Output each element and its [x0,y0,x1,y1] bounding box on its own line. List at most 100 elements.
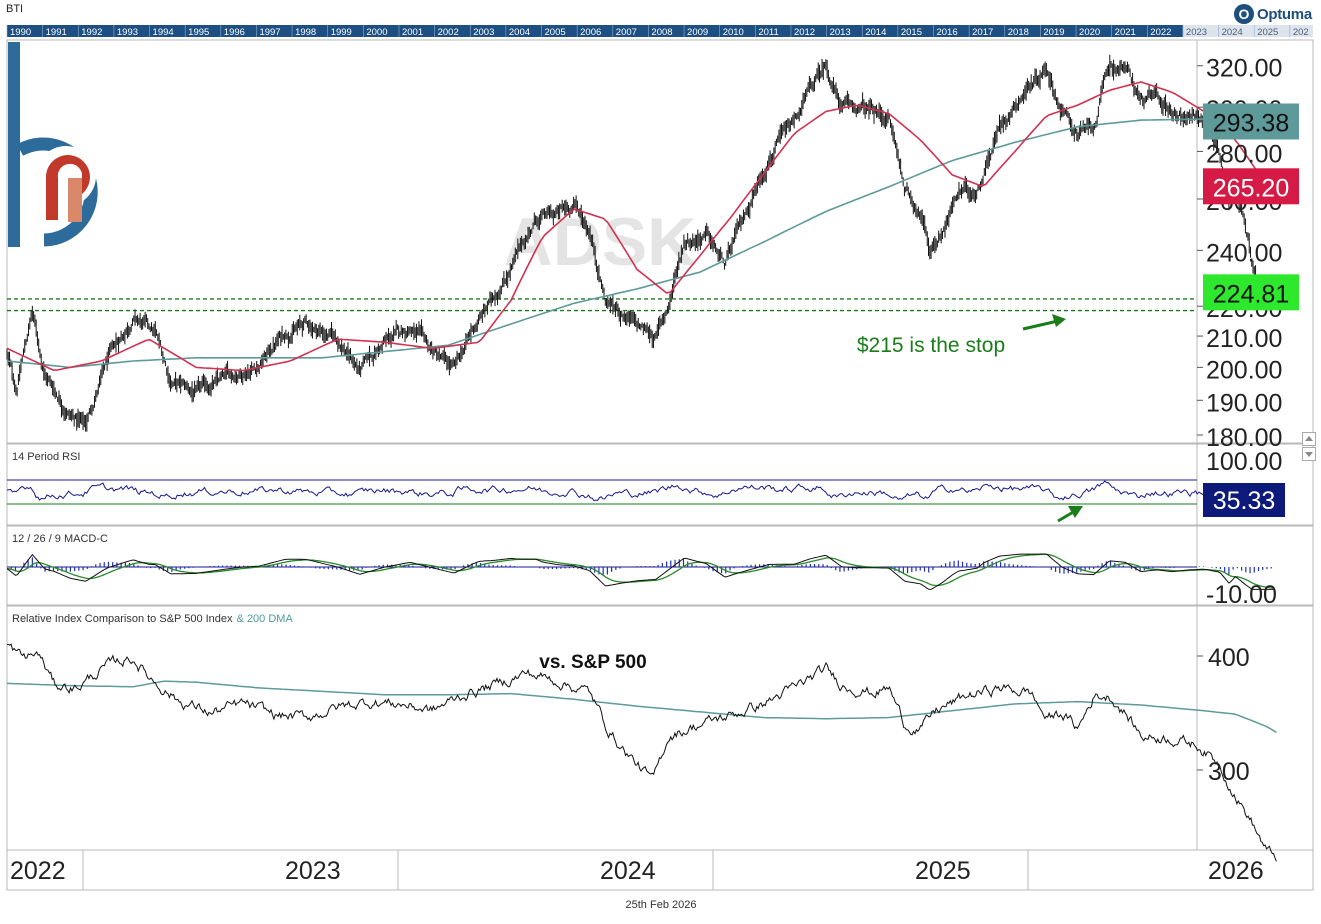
year-strip-item[interactable]: 2009 [683,25,708,38]
year-strip-item[interactable]: 2019 [1040,25,1065,38]
year-strip-label: 1995 [188,27,209,38]
year-strip-item[interactable]: 2023 [1182,25,1219,38]
year-strip-item[interactable]: 2017 [968,25,993,38]
year-strip-item[interactable]: 202 [1289,25,1313,38]
year-strip-item[interactable]: 2008 [648,25,673,38]
year-strip-label: 1991 [46,27,67,38]
year-strip-label: 2018 [1008,27,1029,38]
panel-frame [6,443,1314,526]
price-tick-label: 200.00 [1206,356,1282,384]
year-strip-label: 1993 [117,27,138,38]
year-strip-item[interactable]: 2004 [505,25,530,38]
year-strip[interactable]: 1990 1991 1992 1993 1994 1995 1996 1997 1998 1999… [6,25,1313,38]
year-strip-label: 1990 [10,27,31,38]
scroll-down-icon[interactable] [1302,447,1316,461]
year-strip-item[interactable]: 2007 [612,25,637,38]
year-strip-item[interactable]: 1993 [113,25,138,38]
year-strip-cell [1289,25,1313,37]
year-strip-label: 2004 [509,27,530,38]
panel-frame [6,605,1314,851]
rsi-arrow-head-icon [1068,506,1083,518]
year-strip-item[interactable]: 2012 [790,25,815,38]
year-strip-label: 2006 [580,27,601,38]
year-strip-item[interactable]: 2001 [398,25,423,38]
year-strip-item[interactable]: 2015 [897,25,922,38]
year-strip-item[interactable]: 1994 [149,25,174,38]
year-strip-label: 2015 [901,27,922,38]
panel-frames [6,39,1314,891]
year-strip-label: 2020 [1079,27,1100,38]
year-strip-label: 2010 [723,27,744,38]
macd-panel[interactable]: 12 / 26 / 9 MACD-C -10.00 [6,533,1277,609]
footer-date: 25th Feb 2026 [626,899,697,911]
ticker-watermark: ADSK [504,204,697,280]
year-strip-item[interactable]: 2000 [363,25,387,38]
stop-annotation: $215 is the stop [857,334,1005,357]
value-label-price: 224.81 [1203,274,1299,311]
year-strip-item[interactable]: 1998 [291,25,316,38]
price-tick-label: 280.00 [1206,140,1282,168]
logo-stem [68,178,82,222]
rsi-title: 14 Period RSI [12,451,80,463]
relative-annotation: vs. S&P 500 [539,652,646,673]
year-strip-item[interactable]: 1995 [184,25,209,38]
year-strip-label: 2002 [438,27,459,38]
year-strip-label: 1996 [224,27,245,38]
year-strip-label: 1994 [153,27,174,38]
macd-title: 12 / 26 / 9 MACD-C [12,533,108,545]
year-strip-label: 1998 [295,27,316,38]
year-strip-label: 2008 [651,27,672,38]
rsi-value-text: 35.33 [1213,487,1276,515]
symbol-label: BTI [6,3,24,15]
year-strip-cell [1182,25,1219,37]
year-strip-item[interactable]: 2011 [755,25,779,38]
price-panel[interactable]: ADSK$215 is the stop320.00300.00280.0026… [6,54,1299,452]
year-strip-item[interactable]: 2024 [1218,25,1255,38]
year-strip-item[interactable]: 1990 [6,25,31,38]
year-strip-item[interactable]: 2013 [826,25,851,38]
x-tick-label: 2023 [285,857,341,885]
year-strip-item[interactable]: 2020 [1075,25,1100,38]
year-strip-item[interactable]: 2016 [933,25,958,38]
year-strip-label: 2012 [794,27,815,38]
rsi-panel[interactable]: 14 Period RSI 100.00 35.33 [6,448,1285,523]
macd-signal-line [6,553,1274,589]
value-label-bg [1203,168,1299,205]
relative-title: Relative Index Comparison to S&P 500 Ind… [12,613,293,625]
year-strip-label: 2022 [1150,27,1171,38]
year-strip-item[interactable]: 1999 [327,25,352,38]
year-strip-item[interactable]: 1996 [220,25,245,38]
value-label-short_ma: 265.20 [1203,168,1299,205]
value-label-text: 293.38 [1213,109,1289,137]
year-strip-item[interactable]: 2003 [469,25,494,38]
relative-panel[interactable]: Relative Index Comparison to S&P 500 Ind… [6,613,1277,862]
panel-frame [6,849,1314,891]
year-strip-item[interactable]: 1991 [42,25,67,38]
year-strip-label: 2003 [473,27,494,38]
year-strip-item[interactable]: 2018 [1004,25,1029,38]
year-strip-item[interactable]: 2005 [541,25,566,38]
year-strip-item[interactable]: 2002 [434,25,459,38]
year-strip-item[interactable]: 2014 [861,25,886,38]
year-strip-label: 2009 [687,27,708,38]
year-strip-item[interactable]: 2022 [1147,25,1171,38]
brand-logo: O Optuma [1234,3,1312,25]
year-strip-item[interactable]: 2021 [1111,25,1136,38]
rsi-value-label: 35.33 [1203,483,1285,517]
year-strip-item[interactable]: 1992 [77,25,102,38]
macd-tick-label: -10.00 [1206,581,1277,609]
year-strip-item[interactable]: 1997 [256,25,281,38]
scroll-up-icon[interactable] [1302,432,1316,446]
relative-ratio-line [6,643,1277,862]
x-tick-label: 2024 [600,857,656,885]
price-tick-label: 190.00 [1206,389,1282,417]
year-strip-label: 1997 [259,27,280,38]
year-strip-item[interactable]: 2025 [1253,25,1290,38]
year-strip-bg [7,25,1313,37]
relative-dma-line [6,680,1277,734]
year-strip-item[interactable]: 2010 [719,25,744,38]
publisher-logo-icon [8,42,98,247]
relative-title-suffix: & 200 DMA [237,613,294,625]
year-strip-item[interactable]: 2006 [576,25,601,38]
